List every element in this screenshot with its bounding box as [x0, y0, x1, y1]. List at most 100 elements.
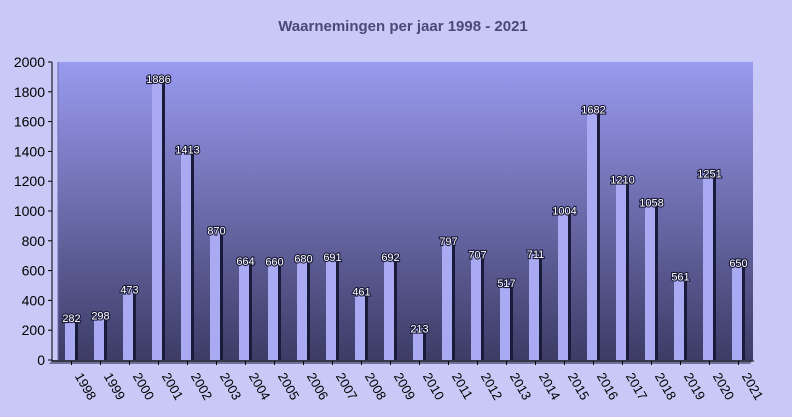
- x-tick-label: 2007: [333, 370, 360, 403]
- bar-2015: [558, 210, 571, 360]
- bar-shadow: [510, 282, 513, 360]
- data-label: 461: [352, 286, 370, 298]
- bar-1999: [94, 315, 107, 360]
- bar-face: [471, 254, 484, 360]
- chart-title: Waarnemingen per jaar 1998 - 2021: [278, 18, 528, 35]
- data-label: 517: [497, 278, 515, 290]
- bar-face: [558, 210, 571, 360]
- bar-face: [297, 258, 310, 360]
- bar-2014: [529, 254, 542, 360]
- y-tick-label: 800: [22, 233, 46, 249]
- x-tick-label: 2002: [188, 370, 215, 403]
- data-label: 1682: [581, 104, 605, 116]
- bar-face: [210, 230, 223, 360]
- bar-face: [529, 254, 542, 360]
- bar-2013: [500, 282, 513, 360]
- data-label: 1886: [146, 74, 170, 86]
- y-tick-label: 1200: [14, 173, 45, 189]
- x-tick-label: 1998: [72, 370, 99, 403]
- bar-face: [732, 263, 745, 360]
- bar-shadow: [684, 276, 687, 360]
- y-tick-label: 0: [37, 352, 45, 368]
- x-tick-label: 2005: [275, 370, 302, 403]
- x-tick-label: 2021: [739, 370, 766, 403]
- bar-shadow: [365, 291, 368, 360]
- bar-shadow: [597, 109, 600, 360]
- data-label: 473: [120, 285, 138, 297]
- bar-shadow: [220, 230, 223, 360]
- data-label: 707: [468, 250, 486, 262]
- data-label: 650: [729, 258, 747, 270]
- data-label: 680: [294, 254, 312, 266]
- x-tick-label: 2010: [420, 370, 447, 403]
- x-tick-label: 2001: [159, 370, 186, 403]
- bar-2001: [152, 78, 165, 361]
- x-tick-label: 2004: [246, 370, 273, 403]
- bar-shadow: [75, 317, 78, 360]
- bar-2019: [674, 276, 687, 360]
- bar-2021: [732, 263, 745, 360]
- data-label: 1251: [697, 169, 721, 181]
- bar-shadow: [655, 202, 658, 360]
- plot-area: [58, 62, 753, 360]
- bar-face: [268, 261, 281, 360]
- bar-face: [384, 256, 397, 360]
- y-tick-label: 1000: [14, 203, 45, 219]
- data-labels-group: 282 298 473 1886 1413 870 664 660 680 691 461 692 21…: [61, 73, 749, 336]
- x-tick-label: 2013: [507, 370, 534, 403]
- bar-shadow: [394, 256, 397, 360]
- bar-2006: [297, 258, 310, 360]
- x-tick-label: 2019: [681, 370, 708, 403]
- bar-shadow: [742, 263, 745, 360]
- bar-face: [500, 282, 513, 360]
- bar-face: [442, 241, 455, 360]
- bar-shadow: [191, 149, 194, 360]
- bar-2000: [123, 289, 136, 360]
- bar-face: [674, 276, 687, 360]
- bar-face: [703, 173, 716, 360]
- data-label: 1210: [610, 175, 634, 187]
- bar-2017: [616, 179, 629, 360]
- data-label: 298: [91, 311, 109, 323]
- x-tick-label: 2018: [652, 370, 679, 403]
- bar-2012: [471, 254, 484, 360]
- bar-1998: [65, 317, 78, 360]
- x-tick-label: 2014: [536, 370, 563, 403]
- y-tick-label: 1600: [14, 114, 45, 130]
- bar-face: [645, 202, 658, 360]
- data-label: 282: [62, 313, 80, 325]
- x-tick-label: 2016: [594, 370, 621, 403]
- y-tick-label: 1400: [14, 143, 45, 159]
- bars-group: [65, 78, 745, 361]
- bar-shadow: [104, 315, 107, 360]
- bar-2020: [703, 173, 716, 360]
- data-label: 1413: [175, 144, 199, 156]
- bar-face: [587, 109, 600, 360]
- bar-shadow: [249, 261, 252, 360]
- bar-2004: [239, 261, 252, 360]
- data-label: 660: [265, 257, 283, 269]
- bar-shadow: [626, 179, 629, 360]
- bar-face: [239, 261, 252, 360]
- bar-shadow: [162, 78, 165, 361]
- data-label: 692: [381, 252, 399, 264]
- x-tick-label: 2003: [217, 370, 244, 403]
- bar-2002: [181, 149, 194, 360]
- x-tick-label: 2006: [304, 370, 331, 403]
- bar-face: [616, 179, 629, 360]
- bar-shadow: [539, 254, 542, 360]
- data-label: 561: [671, 271, 689, 283]
- bar-face: [355, 291, 368, 360]
- bar-face: [65, 317, 78, 360]
- y-tick-label: 600: [22, 263, 46, 279]
- x-tick-label: 2017: [623, 370, 650, 403]
- bar-shadow: [307, 258, 310, 360]
- bar-shadow: [452, 241, 455, 360]
- y-tick-label: 400: [22, 292, 46, 308]
- data-label: 1058: [639, 197, 663, 209]
- bar-face: [152, 78, 165, 361]
- x-tick-label: 2020: [710, 370, 737, 403]
- bar-shadow: [568, 210, 571, 360]
- bar-2008: [355, 291, 368, 360]
- data-label: 1004: [552, 205, 576, 217]
